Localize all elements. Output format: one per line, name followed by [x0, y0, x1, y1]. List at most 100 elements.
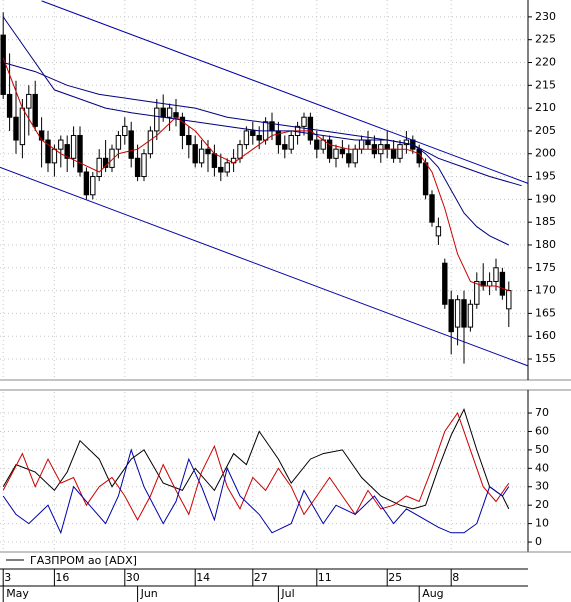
candle-body: [429, 194, 435, 223]
x-tick-label: 16: [55, 571, 69, 584]
candle-body: [128, 130, 134, 159]
candle-body: [147, 130, 154, 155]
adx-line: [2, 411, 510, 521]
y-tick-label: 190: [535, 192, 556, 205]
y-tick-label: 225: [535, 33, 556, 46]
y-tick-label: 50: [535, 443, 549, 456]
candle-body: [211, 153, 218, 168]
candle-body: [275, 130, 282, 146]
candle-body: [173, 112, 179, 118]
month-label: May: [6, 587, 29, 600]
y-tick-label: 230: [535, 10, 556, 23]
candle-body: [32, 93, 38, 127]
candle-body: [454, 299, 461, 328]
y-tick-label: 10: [535, 517, 549, 530]
month-label: Jun: [140, 587, 158, 600]
candle-body: [141, 153, 147, 178]
candle-body: [461, 299, 467, 328]
candle-body: [26, 93, 32, 109]
candle-body: [224, 162, 230, 173]
y-tick-label: 20: [535, 498, 549, 511]
candle-body: [256, 134, 262, 141]
candle-body: [346, 153, 352, 164]
candle-body: [198, 148, 205, 164]
y-tick-label: 155: [535, 352, 556, 365]
candle-body: [288, 134, 294, 150]
candle-body: [166, 107, 173, 118]
x-tick-label: 30: [126, 571, 140, 584]
candle-body: [51, 148, 58, 164]
candle-body: [122, 125, 128, 136]
candle-body: [390, 148, 397, 159]
candle-body: [45, 139, 51, 164]
candle-body: [474, 280, 480, 305]
x-tick-label: 14: [196, 571, 210, 584]
candle-body: [186, 134, 192, 146]
month-label: Aug: [422, 587, 443, 600]
y-tick-label: 215: [535, 78, 556, 91]
y-tick-label: 170: [535, 284, 556, 297]
candle-body: [64, 144, 70, 159]
legend-label: ГАЗПРОМ ао [ADX]: [30, 554, 137, 567]
candle-body: [243, 130, 250, 146]
candle-body: [102, 157, 109, 168]
candle-body: [179, 116, 186, 136]
overlay-line: [2, 16, 510, 246]
candle-body: [384, 144, 390, 150]
y-tick-label: 30: [535, 480, 549, 493]
candle-body: [499, 271, 506, 296]
candle-body: [13, 116, 19, 141]
y-tick-label: 40: [535, 461, 549, 474]
candle-body: [205, 148, 211, 155]
overlay-line: [0, 166, 529, 367]
y-tick-label: 205: [535, 124, 556, 137]
candle-body: [326, 139, 333, 159]
y-tick-label: 180: [535, 238, 556, 251]
candle-body: [90, 176, 96, 196]
y-tick-label: 165: [535, 306, 556, 319]
candle-body: [19, 107, 26, 146]
candle-body: [154, 107, 160, 132]
candle-body: [83, 171, 90, 196]
y-tick-label: 185: [535, 215, 556, 228]
adx-line: [2, 448, 510, 535]
x-tick-label: 25: [388, 571, 402, 584]
y-tick-label: 60: [535, 424, 549, 437]
y-tick-label: 220: [535, 55, 556, 68]
candle-body: [493, 267, 499, 282]
y-tick-label: 210: [535, 101, 556, 114]
candle-body: [358, 139, 365, 150]
adx-line: [2, 407, 510, 510]
overlay-line: [2, 57, 509, 292]
month-label: Jul: [280, 587, 294, 600]
y-tick-label: 195: [535, 170, 556, 183]
candle-body: [333, 148, 339, 159]
candle-body: [96, 157, 102, 178]
candle-body: [160, 107, 166, 118]
candle-body: [134, 157, 141, 178]
candle-body: [218, 166, 224, 173]
y-tick-label: 200: [535, 147, 556, 160]
candle-body: [339, 148, 346, 155]
candle-body: [6, 93, 13, 118]
candle-body: [435, 226, 442, 237]
candle-body: [115, 134, 122, 150]
candle-body: [506, 290, 512, 310]
overlay-line: [3, 62, 522, 187]
candle-body: [38, 130, 45, 141]
candle-body: [77, 134, 83, 173]
x-tick-label: 27: [254, 571, 268, 584]
x-tick-label: 8: [452, 571, 459, 584]
candle-body: [192, 144, 198, 164]
candle-body: [250, 130, 256, 136]
y-tick-label: 175: [535, 261, 556, 274]
y-tick-label: 70: [535, 406, 549, 419]
candle-body: [352, 148, 358, 164]
candle-body: [397, 144, 403, 159]
x-tick-label: 3: [4, 571, 11, 584]
candle-body: [301, 116, 307, 127]
candle-body: [403, 139, 410, 146]
candle-body: [486, 280, 493, 287]
y-tick-label: 160: [535, 329, 556, 342]
